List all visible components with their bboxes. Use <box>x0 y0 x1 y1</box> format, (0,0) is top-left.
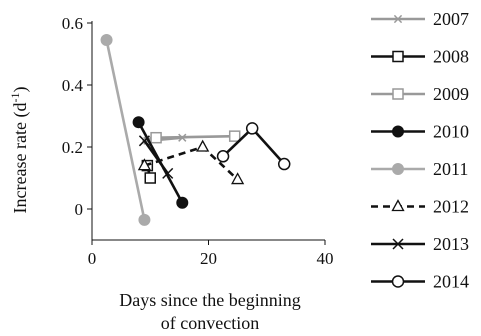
y-axis-title: Increase rate (d-1) <box>8 87 31 214</box>
axes <box>87 21 326 245</box>
x-axis-title-line-2: of convection <box>161 313 259 333</box>
data-point-2013 <box>138 135 150 147</box>
series-line-2011 <box>105 39 146 221</box>
legend: 2007 2008 2009 2010 2011 2012 2013 2014 <box>371 9 469 292</box>
legend-item-2008: 2008 <box>371 47 469 67</box>
legend-marker-2013 <box>392 238 404 250</box>
y-tick-label: 0 <box>75 200 84 219</box>
legend-marker-2011 <box>392 163 404 175</box>
x-tick-label: 40 <box>317 249 334 268</box>
data-point-2014 <box>245 122 259 135</box>
legend-marker-2009 <box>392 88 404 100</box>
data-point-2011 <box>138 213 151 226</box>
legend-item-2012: 2012 <box>371 197 469 217</box>
legend-label-2008: 2008 <box>433 47 469 67</box>
data-point-2014 <box>277 157 291 171</box>
tick-labels: 0 0.2 0.4 0.6 0 20 40 <box>62 14 334 268</box>
y-axis-title-close: ) <box>10 87 31 93</box>
legend-item-2014: 2014 <box>371 272 469 292</box>
data-point-2014 <box>216 150 230 163</box>
x-tick-label: 0 <box>88 249 97 268</box>
data-point-2008 <box>144 172 156 184</box>
series-line-2009 <box>156 134 235 139</box>
y-tick-label: 0.4 <box>62 76 84 95</box>
data-point-2012 <box>137 158 152 171</box>
data-point-2010 <box>176 196 189 209</box>
legend-item-2010: 2010 <box>371 122 469 142</box>
y-tick-label: 0.2 <box>62 138 83 157</box>
plot-series <box>100 34 291 226</box>
series-line-2013 <box>143 140 169 175</box>
data-point-2012 <box>196 139 210 152</box>
legend-label-2012: 2012 <box>433 197 469 217</box>
data-point-2012 <box>231 172 245 185</box>
legend-marker-2008 <box>392 50 404 63</box>
legend-marker-2014 <box>391 275 405 288</box>
legend-label-2014: 2014 <box>433 272 469 292</box>
legend-marker-2010 <box>392 125 404 138</box>
legend-item-2009: 2009 <box>371 84 469 104</box>
y-axis-title-sup: -1 <box>8 93 22 103</box>
legend-marker-2007 <box>393 14 403 24</box>
series-2011 <box>100 34 151 226</box>
data-point-2010 <box>132 116 145 129</box>
data-point-2011 <box>100 34 113 47</box>
x-tick-label: 20 <box>200 249 217 268</box>
legend-item-2013: 2013 <box>371 234 469 254</box>
legend-label-2013: 2013 <box>433 234 469 254</box>
data-point-2009 <box>150 131 162 144</box>
legend-item-2011: 2011 <box>371 159 468 179</box>
legend-label-2009: 2009 <box>433 84 469 104</box>
x-axis-title-line-1: Days since the beginning <box>119 290 300 310</box>
series-2012 <box>137 139 245 185</box>
y-tick-label: 0.6 <box>62 14 83 33</box>
series-2014 <box>216 122 291 171</box>
legend-label-2010: 2010 <box>433 122 469 142</box>
series-2013 <box>138 135 174 179</box>
data-point-2013 <box>162 167 174 179</box>
series-2009 <box>150 130 241 144</box>
data-point-2009 <box>228 130 241 142</box>
legend-item-2007: 2007 <box>371 9 469 29</box>
legend-label-2007: 2007 <box>433 9 469 29</box>
legend-label-2011: 2011 <box>433 159 468 179</box>
legend-marker-2012 <box>391 199 405 212</box>
y-axis-title-main: Increase rate (d <box>10 103 31 214</box>
